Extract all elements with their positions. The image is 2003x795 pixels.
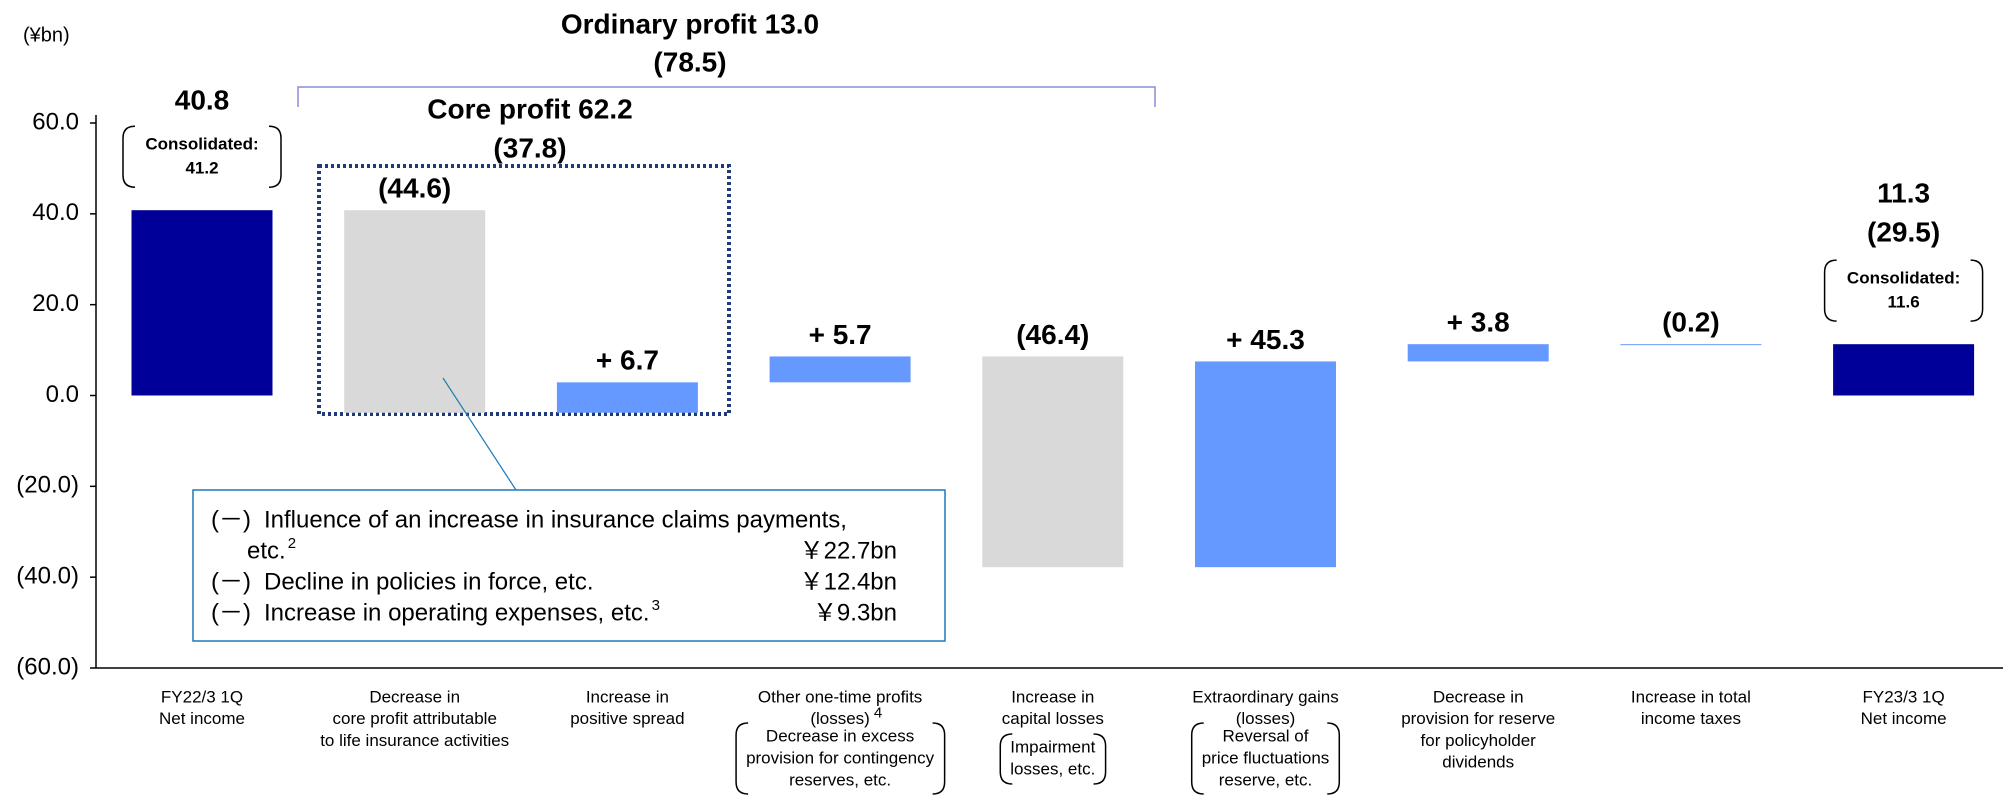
value-label: + 45.3	[1226, 324, 1305, 355]
value-label: 40.8	[175, 85, 230, 116]
note-bracket	[1190, 722, 1204, 795]
x-tick-label: for policyholder	[1421, 731, 1537, 750]
note-bracket	[1327, 722, 1341, 795]
bar	[556, 382, 698, 413]
ordinary-profit-label: Ordinary profit 13.0	[561, 8, 819, 39]
consolidated-bracket	[1970, 259, 1984, 322]
value-label: + 3.8	[1447, 307, 1510, 338]
category-note: Reversal of	[1223, 726, 1309, 745]
value-label: (44.6)	[378, 173, 451, 204]
callout-sup: 2	[288, 535, 296, 552]
core-profit-prior: (37.8)	[493, 132, 566, 163]
x-tick-label: Extraordinary gains	[1192, 687, 1338, 706]
category-note: provision for contingency	[746, 748, 935, 767]
y-tick-label: (20.0)	[16, 472, 79, 499]
x-tick-label: income taxes	[1641, 709, 1741, 728]
bar	[769, 356, 911, 383]
bar	[1195, 361, 1336, 568]
category-note: losses, etc.	[1010, 759, 1095, 778]
callout-amount: ￥22.7bn	[800, 537, 897, 564]
callout-text: Increase in operating expenses, etc.	[264, 599, 650, 626]
bar	[131, 210, 273, 396]
bar	[1407, 344, 1549, 362]
y-tick-label: 20.0	[32, 290, 79, 317]
consolidated-title: Consolidated:	[1847, 269, 1960, 288]
bar	[982, 356, 1124, 568]
consolidated-title: Consolidated:	[145, 135, 258, 154]
core-profit-label: Core profit 62.2	[427, 93, 632, 124]
consolidated-bracket	[268, 125, 282, 188]
note-bracket	[932, 722, 946, 795]
x-tick-label: (losses)	[1236, 709, 1296, 728]
category-note: Impairment	[1010, 737, 1095, 756]
value-label: (46.4)	[1016, 319, 1089, 350]
x-tick-label: capital losses	[1002, 709, 1104, 728]
x-tick-label: FY22/3 1Q	[161, 687, 243, 706]
value-label: 11.3	[1877, 178, 1930, 209]
x-tick-label: Increase in	[586, 687, 669, 706]
callout-leader	[442, 377, 517, 491]
x-tick-label: Increase in	[1011, 687, 1094, 706]
x-tick-label: to life insurance activities	[320, 731, 509, 750]
unit-label: (¥bn)	[23, 24, 70, 46]
x-tick-label: FY23/3 1Q	[1862, 687, 1944, 706]
consolidated-value: 41.2	[185, 159, 218, 178]
callout-box	[192, 489, 946, 642]
y-tick-label: 40.0	[32, 199, 79, 226]
y-tick-label: 60.0	[32, 108, 79, 135]
note-bracket	[1093, 733, 1107, 785]
callout-sign: (－)	[211, 599, 251, 626]
note-bracket	[735, 722, 749, 795]
x-tick-label: (losses)	[810, 709, 870, 728]
value-label: (0.2)	[1662, 307, 1720, 338]
x-tick-label: positive spread	[570, 709, 684, 728]
x-tick-label: Decrease in	[1433, 687, 1524, 706]
consolidated-bracket	[122, 125, 136, 188]
bar	[1620, 344, 1762, 346]
callout-text: Influence of an increase in insurance cl…	[264, 506, 847, 533]
y-tick-label: (40.0)	[16, 563, 79, 590]
x-tick-label: Net income	[1861, 709, 1947, 728]
category-note: reserves, etc.	[789, 770, 891, 789]
prior-year-label: (29.5)	[1867, 217, 1940, 248]
category-note: Decrease in excess	[766, 726, 914, 745]
note-bracket	[999, 733, 1013, 785]
ordinary-profit-bracket	[297, 86, 1156, 107]
x-tick-label: Other one-time profits	[758, 687, 922, 706]
category-note: reserve, etc.	[1219, 770, 1313, 789]
callout-sign: (－)	[211, 568, 251, 595]
consolidated-value: 11.6	[1888, 293, 1920, 312]
callout-text: etc.	[247, 537, 286, 564]
x-tick-label: Decrease in	[369, 687, 460, 706]
bar	[1833, 344, 1975, 396]
x-tick-label: dividends	[1442, 753, 1514, 772]
callout-amount: ￥9.3bn	[813, 599, 897, 626]
category-note: price fluctuations	[1202, 748, 1330, 767]
x-tick-label: provision for reserve	[1401, 709, 1555, 728]
core-profit-box	[317, 164, 731, 416]
footnote-mark: 4	[874, 705, 882, 722]
value-label: + 5.7	[809, 319, 872, 350]
consolidated-bracket	[1823, 259, 1837, 322]
y-tick-label: (60.0)	[16, 653, 79, 680]
callout-sign: (－)	[211, 506, 251, 533]
x-tick-label: Increase in total	[1631, 687, 1751, 706]
x-tick-label: Net income	[159, 709, 245, 728]
y-tick-label: 0.0	[46, 381, 79, 408]
callout-amount: ￥12.4bn	[800, 568, 897, 595]
ordinary-profit-prior: (78.5)	[653, 46, 726, 77]
callout-sup: 3	[652, 597, 660, 614]
bar	[344, 210, 486, 413]
value-label: + 6.7	[596, 345, 659, 376]
x-tick-label: core profit attributable	[332, 709, 496, 728]
callout-text: Decline in policies in force, etc.	[264, 568, 593, 595]
